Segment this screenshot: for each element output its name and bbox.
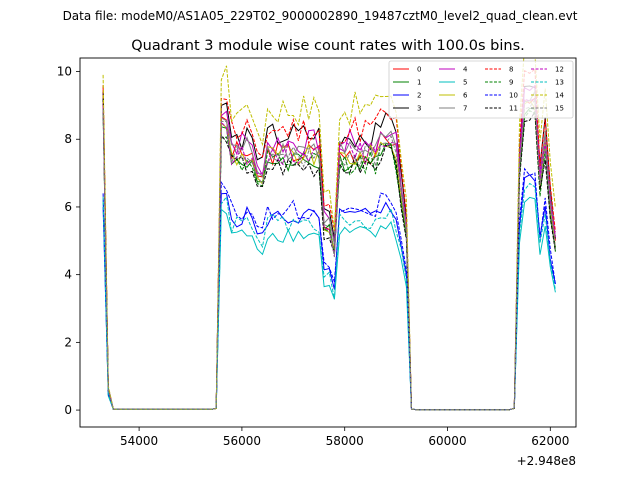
figure-suptitle: Data file: modeM0/AS1A05_229T02_90000028… bbox=[63, 9, 578, 23]
legend-frame bbox=[388, 60, 574, 119]
legend-label-12: 12 bbox=[555, 66, 564, 74]
chart-title: Quadrant 3 module wise count rates with … bbox=[131, 38, 525, 54]
axes-frame bbox=[79, 57, 577, 428]
x-tick-label: 60000 bbox=[428, 434, 466, 448]
legend-label-6: 6 bbox=[463, 92, 468, 100]
series-line-13 bbox=[102, 182, 556, 411]
legend-label-11: 11 bbox=[509, 105, 518, 113]
series-line-15 bbox=[102, 98, 556, 411]
legend-label-2: 2 bbox=[417, 92, 421, 100]
y-axis: 0 2 4 6 8 10 bbox=[57, 65, 80, 417]
x-axis: 54000 56000 58000 60000 62000 bbox=[120, 427, 569, 448]
legend-label-15: 15 bbox=[555, 105, 564, 113]
y-tick-label: 0 bbox=[64, 403, 72, 417]
series-layer bbox=[102, 58, 556, 411]
legend-label-14: 14 bbox=[555, 92, 564, 100]
x-axis-offset-text: +2.948e8 bbox=[517, 454, 576, 468]
x-tick-label: 62000 bbox=[531, 434, 569, 448]
y-tick-label: 6 bbox=[64, 200, 72, 214]
legend-label-3: 3 bbox=[417, 105, 421, 113]
x-tick-label: 54000 bbox=[120, 434, 158, 448]
legend-label-5: 5 bbox=[463, 79, 467, 87]
y-tick-label: 2 bbox=[64, 335, 72, 349]
x-tick-label: 58000 bbox=[326, 434, 364, 448]
y-tick-label: 10 bbox=[57, 65, 72, 79]
x-tick-label: 56000 bbox=[223, 434, 261, 448]
y-tick-label: 8 bbox=[64, 132, 72, 146]
legend-label-9: 9 bbox=[509, 79, 513, 87]
legend-label-0: 0 bbox=[417, 66, 421, 74]
legend-label-1: 1 bbox=[417, 79, 421, 87]
legend-label-13: 13 bbox=[555, 79, 564, 87]
legend-label-4: 4 bbox=[463, 66, 468, 74]
legend-label-8: 8 bbox=[509, 66, 513, 74]
legend-label-10: 10 bbox=[509, 92, 518, 100]
legend-label-7: 7 bbox=[463, 105, 467, 113]
y-tick-label: 4 bbox=[64, 268, 72, 282]
